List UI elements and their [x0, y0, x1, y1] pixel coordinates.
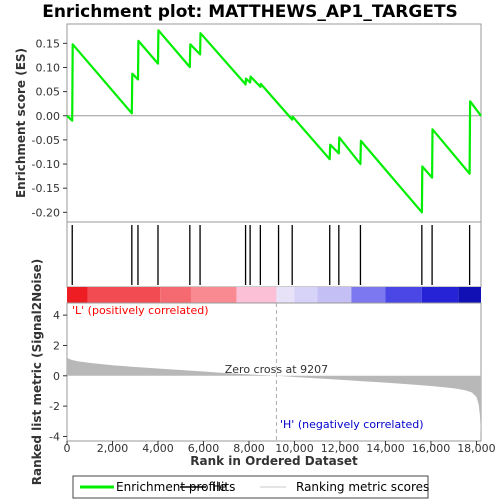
color-bar-segment — [87, 287, 161, 303]
color-bar-segment — [421, 287, 459, 303]
x-tick-label: 10,000 — [275, 442, 314, 455]
metric-y-tick-label: 4 — [53, 309, 60, 322]
legend-label: Ranking metric scores — [296, 480, 429, 494]
zero-cross-label: Zero cross at 9207 — [225, 363, 328, 376]
x-tick-label: 8,000 — [233, 442, 265, 455]
es-panel-frame — [66, 23, 482, 223]
x-tick-label: 4,000 — [142, 442, 174, 455]
es-y-tick-label: -0.20 — [32, 206, 60, 219]
es-y-tick-label: -0.15 — [32, 182, 60, 195]
metric-y-tick-label: 2 — [53, 339, 60, 352]
hits-panel-frame — [66, 221, 482, 288]
chart-title: Enrichment plot: MATTHEWS_AP1_TARGETS — [42, 2, 458, 22]
color-bar-segment — [351, 287, 386, 303]
es-y-tick-label: -0.10 — [32, 158, 60, 171]
color-bar-segment — [458, 287, 481, 303]
ranking-metric-area — [67, 356, 481, 435]
negative-correlation-label: 'H' (negatively correlated) — [280, 418, 424, 431]
enrichment-profile-line — [66, 29, 482, 214]
color-bar-segment — [317, 287, 352, 303]
x-tick-label: 16,000 — [412, 442, 451, 455]
metric-y-tick-label: -4 — [49, 430, 60, 443]
rank-metric-axis-title: Ranked list metric (Signal2Noise) — [30, 259, 44, 486]
x-tick-label: 2,000 — [97, 442, 129, 455]
es-y-tick-label: 0.10 — [36, 61, 61, 74]
legend-label: Hits — [212, 480, 235, 494]
x-axis-title: Rank in Ordered Dataset — [190, 454, 358, 468]
x-tick-label: 18,000 — [457, 442, 496, 455]
x-tick-label: 0 — [64, 442, 71, 455]
positive-correlation-label: 'L' (positively correlated) — [72, 304, 208, 317]
x-tick-label: 14,000 — [366, 442, 405, 455]
color-bar-segment — [385, 287, 422, 303]
color-bar-segment — [190, 287, 237, 303]
es-y-tick-label: 0.00 — [36, 110, 61, 123]
es-axis-title: Enrichment score (ES) — [14, 48, 28, 198]
color-bar-segment — [160, 287, 191, 303]
color-bar-segment — [236, 287, 277, 303]
color-bar-segment — [294, 287, 318, 303]
x-tick-label: 12,000 — [321, 442, 360, 455]
x-tick-label: 6,000 — [188, 442, 220, 455]
es-y-tick-label: -0.05 — [32, 134, 60, 147]
color-bar-segment — [67, 287, 88, 303]
es-y-tick-label: 0.15 — [36, 37, 61, 50]
metric-y-tick-label: 0 — [53, 370, 60, 383]
color-bar-segment — [276, 287, 295, 303]
hit-marks — [71, 225, 471, 285]
legend-label: Enrichment profile — [116, 480, 227, 494]
legend-box — [72, 475, 429, 499]
metric-y-tick-label: -2 — [49, 400, 60, 413]
ranking-color-bar — [67, 287, 481, 303]
es-y-tick-label: 0.05 — [36, 86, 61, 99]
